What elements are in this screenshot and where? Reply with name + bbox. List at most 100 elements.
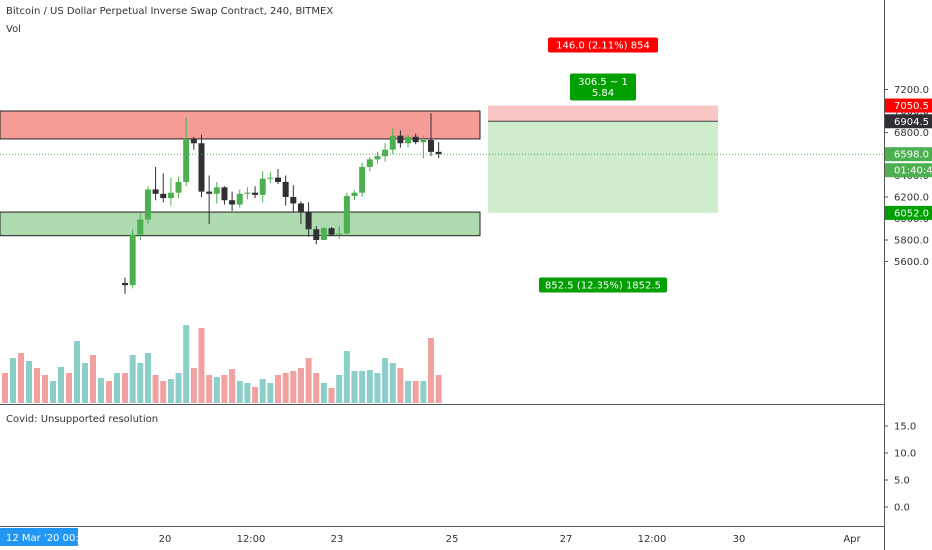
volume-bar xyxy=(129,355,136,403)
candle-body[interactable] xyxy=(320,228,327,240)
stop-label-text: 146.0 (2.11%) 854 xyxy=(556,41,650,52)
candle-body[interactable] xyxy=(275,177,281,182)
volume-bar xyxy=(34,368,40,403)
candle-body[interactable] xyxy=(236,193,243,205)
volume-bar xyxy=(206,375,213,403)
volume-bar xyxy=(26,361,32,403)
volume-bar xyxy=(405,381,412,403)
volume-bar xyxy=(42,375,48,403)
candle-body[interactable] xyxy=(389,135,396,150)
volume-bar xyxy=(74,341,80,403)
target-price-tag: 6052.0 xyxy=(894,208,929,219)
candle-body[interactable] xyxy=(144,189,151,220)
candle-body[interactable] xyxy=(428,140,434,152)
volume-bar xyxy=(389,363,396,403)
volume-bar xyxy=(82,363,88,403)
candle-body[interactable] xyxy=(160,193,167,199)
volume-bar xyxy=(106,381,112,403)
volume-bar xyxy=(359,371,366,403)
candle-body[interactable] xyxy=(366,159,373,167)
countdown-tag: 01:40:47 xyxy=(894,166,932,177)
volume-bar xyxy=(412,381,419,403)
candle-body[interactable] xyxy=(397,135,404,144)
candle-body[interactable] xyxy=(183,138,190,182)
candle-body[interactable] xyxy=(267,177,274,179)
candle-body[interactable] xyxy=(343,195,350,234)
candle-body[interactable] xyxy=(313,229,320,240)
candle-body[interactable] xyxy=(336,233,343,235)
support-zone xyxy=(0,211,481,237)
candle-body[interactable] xyxy=(137,219,144,235)
time-tick-label: 23 xyxy=(331,534,344,545)
candle-body[interactable] xyxy=(229,200,236,205)
cursor-date-label: 12 Mar '20 00:00 xyxy=(6,533,91,544)
candle-body[interactable] xyxy=(244,192,251,194)
candle-body[interactable] xyxy=(190,138,197,144)
candle-body[interactable] xyxy=(206,191,213,194)
candle-body[interactable] xyxy=(374,156,381,160)
target-label[interactable]: 852.5 (12.35%) 1852.5 xyxy=(539,277,667,293)
volume-bar xyxy=(428,338,434,403)
risk-reward-label-box[interactable] xyxy=(570,73,636,101)
indicator-tick-label: 0.0 xyxy=(894,503,910,514)
volume-bar xyxy=(397,368,404,403)
candle-body[interactable] xyxy=(328,228,335,235)
risk-reward-label[interactable]: 306.5 ~ 15.84 xyxy=(570,73,636,101)
stop-label-box[interactable] xyxy=(548,37,658,53)
volume-bar xyxy=(144,353,151,403)
candle-body[interactable] xyxy=(259,178,266,195)
indicator-tick-label: 15.0 xyxy=(894,422,916,433)
stop-price-tag-bg xyxy=(885,98,932,113)
volume-bar xyxy=(282,373,289,403)
candle-body[interactable] xyxy=(152,189,159,194)
volume-bar xyxy=(66,373,72,403)
candle-body[interactable] xyxy=(351,192,358,196)
take-profit-zone[interactable] xyxy=(488,121,718,213)
volume-bar xyxy=(366,370,373,403)
candle-body[interactable] xyxy=(405,136,412,144)
volume-bar xyxy=(160,381,167,403)
volume-bar xyxy=(213,377,220,403)
candle-body[interactable] xyxy=(252,192,259,195)
entry-price-tag-bg xyxy=(885,114,932,129)
candle-body[interactable] xyxy=(305,212,312,230)
volume-bar xyxy=(320,383,327,403)
volume-bar xyxy=(435,375,442,403)
volume-bar xyxy=(58,367,64,403)
candle-body[interactable] xyxy=(129,234,136,286)
volume-bar xyxy=(351,371,358,403)
candle-body[interactable] xyxy=(420,140,427,143)
time-tick-label: 20 xyxy=(159,534,172,545)
volume-bar xyxy=(198,328,205,403)
cursor-date-bg xyxy=(0,528,78,546)
volume-bar xyxy=(10,358,16,403)
volume-bar xyxy=(236,381,243,403)
candle-body[interactable] xyxy=(122,283,128,286)
candle-body[interactable] xyxy=(282,181,289,197)
target-label-box[interactable] xyxy=(539,277,667,293)
stop-price-tag: 7050.5 xyxy=(894,101,929,112)
candle-body[interactable] xyxy=(290,197,297,204)
stop-label[interactable]: 146.0 (2.11%) 854 xyxy=(548,37,658,53)
volume-bar xyxy=(167,379,174,403)
candle-body[interactable] xyxy=(167,192,174,199)
volume-bar xyxy=(259,379,266,403)
candle-body[interactable] xyxy=(213,187,220,194)
stop-loss-zone[interactable] xyxy=(488,105,718,122)
candle-body[interactable] xyxy=(221,187,228,201)
candle-body[interactable] xyxy=(175,181,182,193)
candle-body[interactable] xyxy=(412,136,419,143)
volume-bar xyxy=(305,358,312,403)
volume-bar xyxy=(244,383,251,403)
candle-body[interactable] xyxy=(198,143,205,192)
candle-body[interactable] xyxy=(359,166,366,193)
candle-body[interactable] xyxy=(297,203,304,213)
candle-body[interactable] xyxy=(435,151,442,155)
time-tick-label: 12:00 xyxy=(237,534,266,545)
covid-indicator-label: Covid: Unsupported resolution xyxy=(6,414,159,425)
candle-body[interactable] xyxy=(382,149,389,157)
volume-bar xyxy=(98,378,104,403)
target-label-text: 852.5 (12.35%) 1852.5 xyxy=(545,281,661,292)
